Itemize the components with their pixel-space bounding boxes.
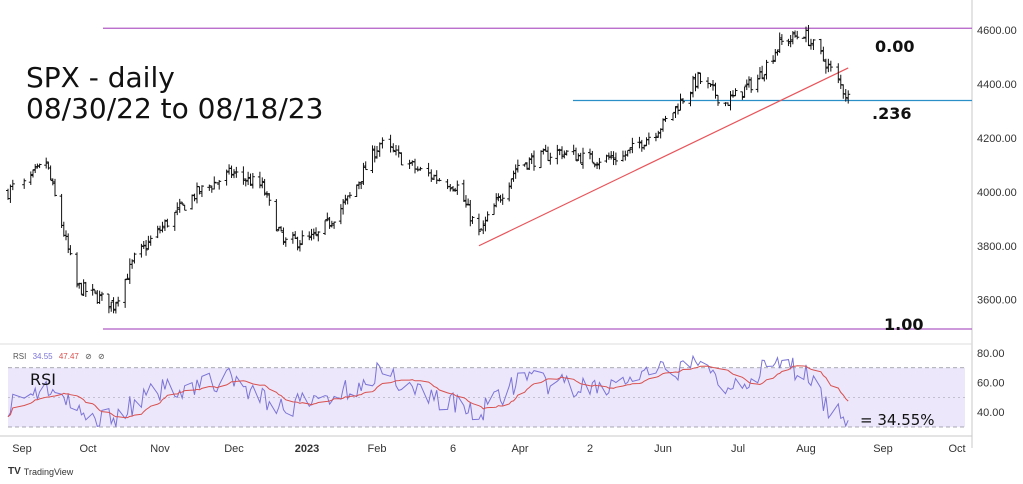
rsi-tick-label: 40.00 xyxy=(977,407,1005,419)
chart-title-line-1: SPX - daily xyxy=(26,61,175,94)
rsi-legend-value: 34.55 xyxy=(32,352,53,361)
rsi-title: RSI xyxy=(30,370,56,389)
time-axis-label: Sep xyxy=(12,443,32,455)
fib-label-mid: .236 xyxy=(872,104,912,123)
trend-line xyxy=(478,67,849,247)
time-axis-label: Sep xyxy=(873,443,893,455)
rsi-value-label: = 34.55% xyxy=(860,411,935,429)
fib-label-top: 0.00 xyxy=(875,37,915,56)
price-tick-label: 4200.00 xyxy=(977,133,1017,145)
price-tick-label: 4000.00 xyxy=(977,187,1017,199)
time-axis-label: Aug xyxy=(796,443,816,455)
price-tick-label: 4600.00 xyxy=(977,25,1017,37)
time-axis-label: Apr xyxy=(511,443,528,455)
rsi-legend-flag-2[interactable]: ⊘ xyxy=(98,352,105,361)
time-axis-label: Dec xyxy=(224,443,244,455)
rsi-line xyxy=(7,354,849,428)
time-axis-label: Oct xyxy=(79,443,96,455)
time-axis-label: 6 xyxy=(450,443,456,455)
time-axis-label: 2023 xyxy=(295,443,319,455)
time-axis-label: Oct xyxy=(948,443,965,455)
rsi-legend-label: RSI xyxy=(13,352,27,361)
price-tick-label: 4400.00 xyxy=(977,79,1017,91)
rsi-tick-label: 80.00 xyxy=(977,348,1005,360)
tradingview-name: TradingView xyxy=(23,466,74,477)
price-tick-label: 3600.00 xyxy=(977,295,1017,307)
rsi-tick-label: 60.00 xyxy=(977,378,1005,390)
rsi-legend-flag-1[interactable]: ⊘ xyxy=(85,352,92,361)
fib-label-bottom: 1.00 xyxy=(884,315,924,334)
time-axis-label: Nov xyxy=(150,443,170,455)
tradingview-icon: TV xyxy=(8,466,21,477)
time-axis-label: Jul xyxy=(731,443,745,455)
tradingview-logo[interactable]: TV TradingView xyxy=(8,466,73,477)
rsi-band xyxy=(8,367,965,428)
rsi-legend-ma-value: 47.47 xyxy=(58,352,79,361)
chart-title-line-2: 08/30/22 to 08/18/23 xyxy=(26,92,324,125)
rsi-ma-line xyxy=(7,365,849,419)
price-tick-label: 3800.00 xyxy=(977,241,1017,253)
rsi-legend: RSI 34.55 47.47 ⊘ ⊘ xyxy=(13,352,109,361)
time-axis-label: Jun xyxy=(654,443,672,455)
chart-title: SPX - daily 08/30/22 to 08/18/23 xyxy=(26,62,323,124)
time-axis-label: Feb xyxy=(368,443,387,455)
ohlc-bars xyxy=(6,24,851,314)
time-axis-label: 2 xyxy=(587,443,593,455)
